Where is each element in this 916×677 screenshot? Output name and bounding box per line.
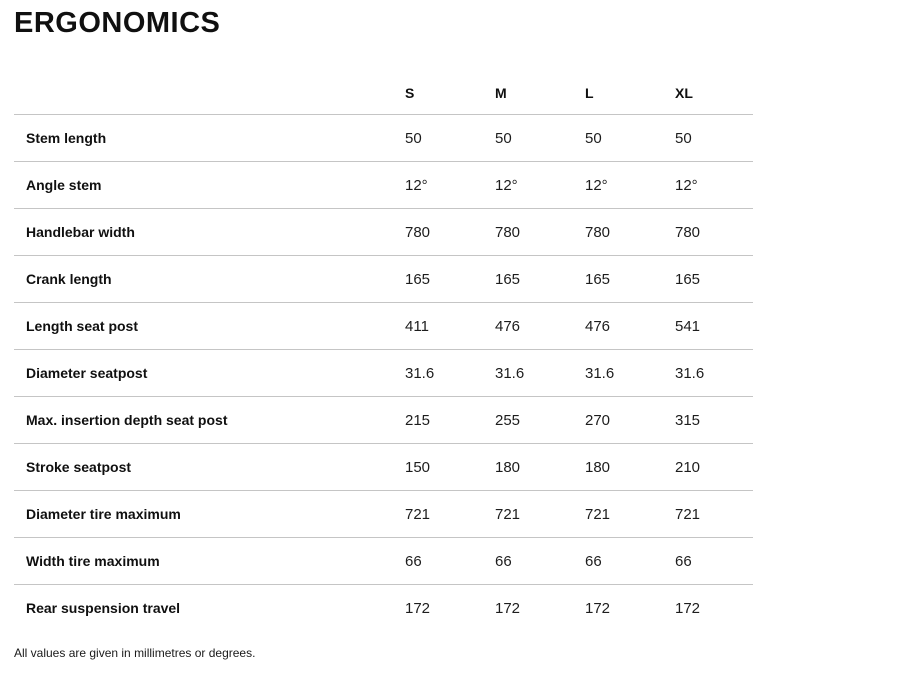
cell-value: 50 [675,129,692,147]
cell-value: 172 [405,599,431,617]
ergonomics-table: S M L XL Stem length 50 50 50 50 Angle stem 12° 12… [14,40,753,631]
cell-value: 780 [675,223,701,241]
cell-value: 150 [405,458,431,476]
table-row: Handlebar width 780 780 780 780 [14,208,753,256]
table-row: Stem length 50 50 50 50 [14,115,753,162]
column-header-size: S [405,85,415,101]
row-label: Crank length [26,271,112,287]
cell-value: 12° [585,176,608,194]
cell-value: 780 [405,223,431,241]
cell-value: 172 [675,599,701,617]
cell-value: 66 [495,552,512,570]
cell-value: 66 [585,552,602,570]
table-row: Stroke seatpost 150 180 180 210 [14,443,753,491]
row-label: Diameter seatpost [26,365,148,381]
cell-value: 165 [675,270,701,288]
cell-value: 66 [675,552,692,570]
column-header-blank [14,40,405,115]
row-label: Stroke seatpost [26,459,132,475]
table-row: Crank length 165 165 165 165 [14,255,753,303]
cell-value: 315 [675,411,701,429]
cell-value: 50 [585,129,602,147]
column-header-size: XL [675,85,693,101]
cell-value: 172 [585,599,611,617]
row-label: Rear suspension travel [26,600,181,616]
cell-value: 66 [405,552,422,570]
cell-value: 180 [495,458,521,476]
table-row: Diameter seatpost 31.6 31.6 31.6 31.6 [14,349,753,397]
column-header-size: M [495,85,507,101]
row-label: Stem length [26,130,107,146]
cell-value: 411 [405,317,429,335]
table-header-row: S M L XL [14,40,753,115]
cell-value: 210 [675,458,701,476]
cell-value: 50 [495,129,512,147]
column-header-size: L [585,85,594,101]
cell-value: 721 [675,505,701,523]
cell-value: 31.6 [495,364,525,382]
cell-value: 255 [495,411,521,429]
cell-value: 541 [675,317,701,335]
cell-value: 50 [405,129,422,147]
cell-value: 12° [675,176,698,194]
cell-value: 165 [585,270,611,288]
row-label: Max. insertion depth seat post [26,412,228,428]
row-label: Angle stem [26,177,102,193]
row-label: Handlebar width [26,224,135,240]
cell-value: 165 [405,270,431,288]
cell-value: 721 [585,505,611,523]
cell-value: 780 [585,223,611,241]
table-row: Diameter tire maximum 721 721 721 721 [14,490,753,538]
cell-value: 721 [405,505,431,523]
cell-value: 12° [495,176,518,194]
cell-value: 165 [495,270,521,288]
cell-value: 180 [585,458,611,476]
cell-value: 31.6 [675,364,705,382]
table-row: Width tire maximum 66 66 66 66 [14,537,753,585]
cell-value: 780 [495,223,521,241]
cell-value: 215 [405,411,431,429]
footnote: All values are given in millimetres or d… [14,646,256,660]
cell-value: 31.6 [405,364,435,382]
cell-value: 721 [495,505,521,523]
cell-value: 12° [405,176,428,194]
table-row: Length seat post 411 476 476 541 [14,302,753,350]
cell-value: 270 [585,411,611,429]
page-title: ERGONOMICS [14,7,221,39]
table-row: Angle stem 12° 12° 12° 12° [14,161,753,209]
table-row: Rear suspension travel 172 172 172 172 [14,584,753,632]
row-label: Diameter tire maximum [26,506,181,522]
cell-value: 172 [495,599,521,617]
cell-value: 31.6 [585,364,615,382]
row-label: Length seat post [26,318,139,334]
cell-value: 476 [585,317,611,335]
row-label: Width tire maximum [26,553,160,569]
table-row: Max. insertion depth seat post 215 255 270 3… [14,396,753,444]
cell-value: 476 [495,317,521,335]
